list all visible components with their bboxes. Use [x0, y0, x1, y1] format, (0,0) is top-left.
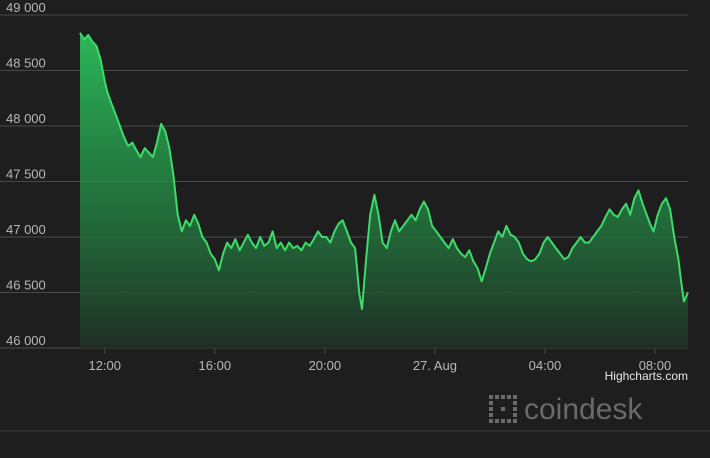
y-tick-label: 46 000 — [6, 333, 46, 348]
coindesk-logo-icon — [489, 395, 517, 423]
x-axis-labels: 12:00 16:00 20:00 27. Aug 04:00 08:00 — [88, 358, 671, 373]
x-tick-label: 04:00 — [529, 358, 562, 373]
highcharts-credits-link[interactable]: Highcharts.com — [605, 369, 688, 383]
y-tick-label: 48 000 — [6, 111, 46, 126]
coindesk-watermark: coindesk — [489, 393, 643, 426]
y-tick-label: 47 500 — [6, 167, 46, 182]
y-axis-labels: 46 000 46 500 47 000 47 500 48 000 48 500 49 0… — [6, 0, 46, 348]
x-tick-label: 12:00 — [88, 358, 121, 373]
y-tick-label: 47 000 — [6, 222, 46, 237]
x-tick-label: 27. Aug — [413, 358, 457, 373]
x-tick-label: 20:00 — [309, 358, 342, 373]
x-tick-label: 16:00 — [199, 358, 232, 373]
coindesk-watermark-text: coindesk — [524, 393, 643, 426]
y-tick-label: 49 000 — [6, 0, 46, 15]
y-tick-label: 48 500 — [6, 56, 46, 71]
price-line — [79, 32, 689, 311]
price-area-fill — [80, 32, 688, 349]
x-tick-label: 08:00 — [639, 358, 672, 373]
y-tick-label: 46 500 — [6, 278, 46, 293]
